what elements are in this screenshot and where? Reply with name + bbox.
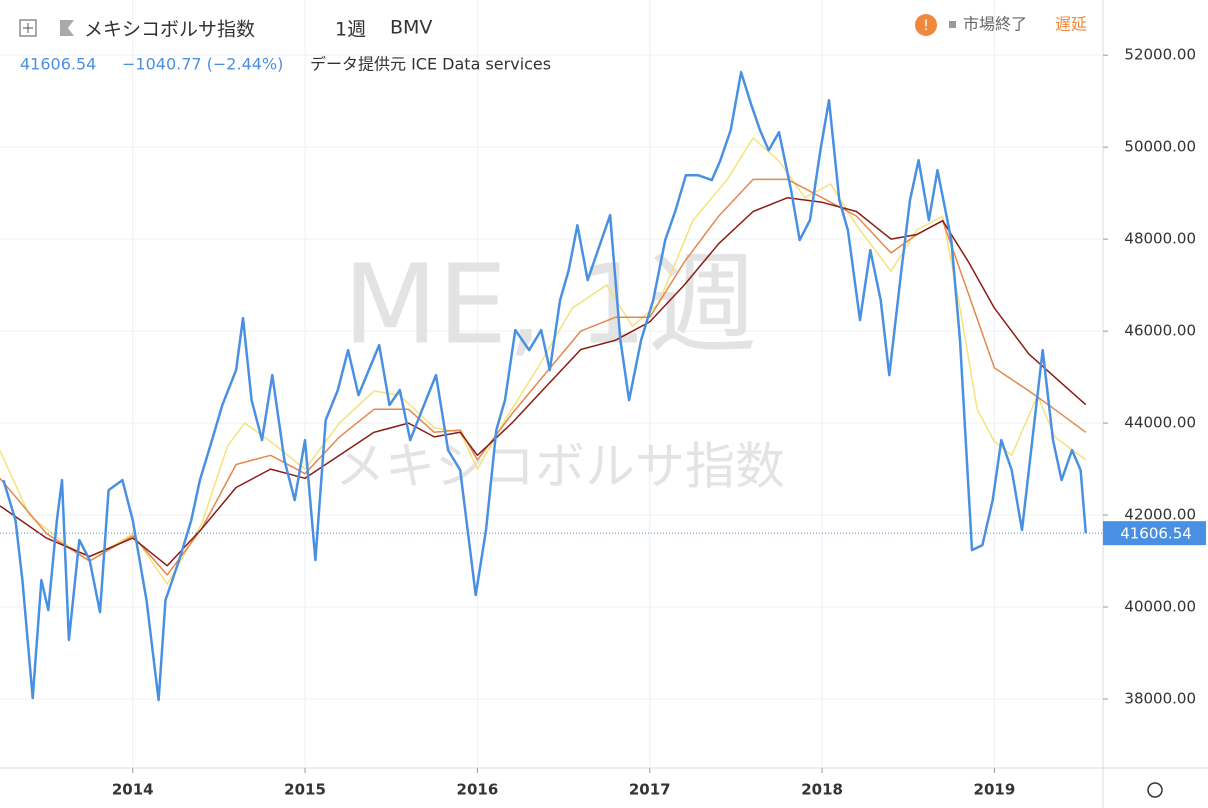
status-dot	[949, 21, 956, 28]
series-line	[2, 70, 1088, 702]
data-source: データ提供元 ICE Data services	[310, 55, 551, 74]
series-line	[0, 137, 1087, 585]
watermark-title: メキシコボルサ指数	[335, 438, 785, 496]
add-icon-cross	[23, 23, 33, 33]
price-change: −1040.77 (−2.44%)	[122, 55, 283, 74]
add-icon[interactable]	[19, 19, 37, 37]
x-tick-label: 2014	[112, 781, 154, 799]
y-tick-label: 52000.00	[1124, 46, 1196, 64]
x-tick-label: 2018	[801, 781, 843, 799]
y-tick-label: 50000.00	[1124, 138, 1196, 156]
marks	[0, 70, 1103, 702]
x-tick-label: 2015	[284, 781, 326, 799]
y-tick-label: 40000.00	[1124, 598, 1196, 616]
warning-mark: !	[923, 18, 929, 34]
watermark: ME, 1週	[343, 240, 757, 368]
x-tick-label: 2019	[974, 781, 1016, 799]
last-price-tag	[1103, 521, 1206, 546]
last-price: 41606.54	[20, 55, 96, 74]
series-line	[0, 196, 1087, 567]
exchange[interactable]: BMV	[390, 17, 432, 39]
y-tick-label: 46000.00	[1124, 322, 1196, 340]
y-tick-label: 44000.00	[1124, 414, 1196, 432]
grid	[0, 0, 1103, 768]
last-price-tag-label: 41606.54	[1120, 525, 1192, 543]
y-tick-label: 48000.00	[1124, 230, 1196, 248]
market-status: 市場終了	[963, 15, 1027, 34]
symbol-title: メキシコボルサ指数	[84, 19, 255, 41]
x-tick-label: 2017	[629, 781, 671, 799]
warning-icon[interactable]	[915, 14, 937, 36]
settings-icon[interactable]	[1147, 782, 1163, 798]
y-tick-label: 42000.00	[1124, 506, 1196, 524]
flag-icon[interactable]	[60, 20, 74, 36]
interval: 1週	[335, 19, 366, 41]
delay: 遅延	[1055, 15, 1087, 34]
x-tick-label: 2016	[457, 781, 499, 799]
y-tick-label: 38000.00	[1124, 690, 1196, 708]
